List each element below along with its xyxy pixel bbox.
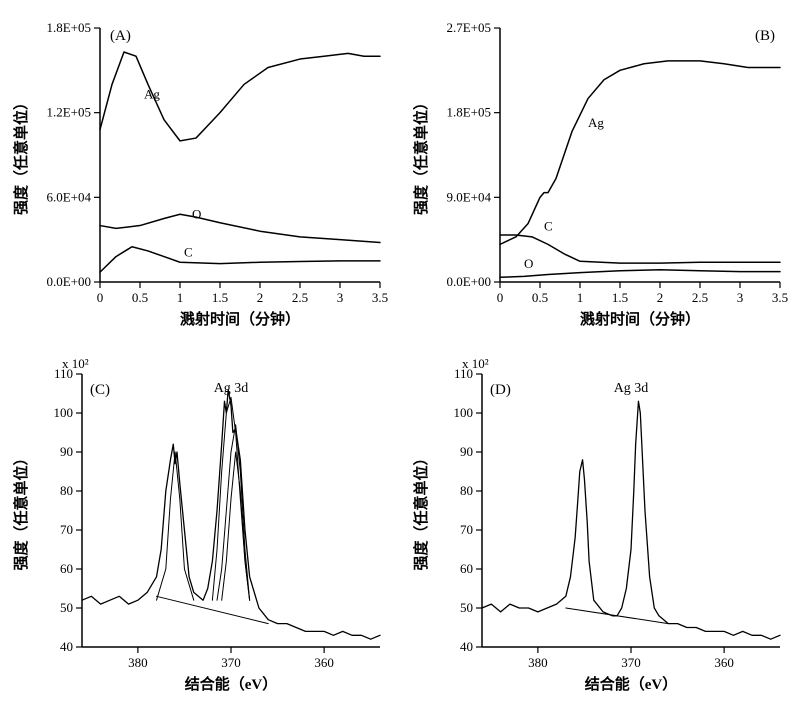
svg-text:(C): (C) (90, 382, 110, 398)
figure-grid: 0 0.5 1 1.5 2 2.5 3 3.5 0.0E+00 6.0E+04 1.2E+05 1.8… (10, 10, 790, 695)
svg-text:溅射时间（分钟）: 溅射时间（分钟） (180, 310, 300, 328)
svg-text:2.7E+05: 2.7E+05 (446, 20, 491, 35)
svg-text:1.8E+05: 1.8E+05 (446, 105, 491, 120)
svg-text:100: 100 (54, 405, 74, 420)
svg-text:70: 70 (460, 522, 473, 537)
svg-text:70: 70 (60, 522, 73, 537)
svg-text:9.0E+04: 9.0E+04 (446, 189, 491, 204)
svg-text:溅射时间（分钟）: 溅射时间（分钟） (580, 310, 700, 328)
svg-text:C: C (184, 245, 193, 260)
svg-text:2: 2 (257, 290, 264, 305)
svg-text:90: 90 (460, 444, 473, 459)
svg-text:强度（任意单位）: 强度（任意单位） (412, 95, 430, 215)
svg-text:370: 370 (621, 655, 641, 670)
svg-text:强度（任意单位）: 强度（任意单位） (12, 450, 30, 570)
svg-text:强度（任意单位）: 强度（任意单位） (412, 450, 430, 570)
svg-text:Ag: Ag (588, 115, 604, 130)
panel-a: 0 0.5 1 1.5 2 2.5 3 3.5 0.0E+00 6.0E+04 1.2E+05 1.8… (10, 10, 390, 330)
svg-text:1: 1 (177, 290, 184, 305)
svg-text:Ag: Ag (144, 87, 160, 102)
svg-text:40: 40 (60, 639, 73, 654)
svg-text:3: 3 (337, 290, 344, 305)
svg-text:1.5: 1.5 (612, 290, 628, 305)
svg-text:0.5: 0.5 (532, 290, 548, 305)
svg-text:0: 0 (97, 290, 104, 305)
panel-b: 0 0.5 1 1.5 2 2.5 3 3.5 0.0E+00 9.0E+04 1.8E+05 2.7… (410, 10, 790, 330)
svg-text:2.5: 2.5 (292, 290, 308, 305)
svg-text:370: 370 (221, 655, 241, 670)
svg-text:90: 90 (60, 444, 73, 459)
svg-text:0.0E+00: 0.0E+00 (446, 274, 491, 289)
svg-text:(D): (D) (490, 382, 511, 398)
svg-text:380: 380 (528, 655, 548, 670)
svg-text:360: 360 (314, 655, 334, 670)
svg-text:80: 80 (60, 483, 73, 498)
svg-text:380: 380 (128, 655, 148, 670)
svg-text:50: 50 (60, 600, 73, 615)
svg-text:3.5: 3.5 (772, 290, 788, 305)
svg-text:3: 3 (737, 290, 744, 305)
svg-text:3.5: 3.5 (372, 290, 388, 305)
panel-d: 380370360405060708090100110结合能（eV）强度（任意单… (410, 350, 790, 695)
svg-text:(B): (B) (755, 28, 775, 44)
svg-text:(A): (A) (110, 28, 131, 44)
svg-text:2.5: 2.5 (692, 290, 708, 305)
svg-text:6.0E+04: 6.0E+04 (46, 189, 91, 204)
svg-text:Ag 3d: Ag 3d (614, 381, 649, 396)
svg-text:0: 0 (497, 290, 504, 305)
svg-text:60: 60 (460, 561, 473, 576)
svg-text:40: 40 (460, 639, 473, 654)
svg-text:1.8E+05: 1.8E+05 (46, 20, 91, 35)
svg-text:Ag 3d: Ag 3d (214, 381, 249, 396)
svg-text:x 10²: x 10² (62, 356, 89, 371)
svg-text:50: 50 (460, 600, 473, 615)
svg-text:100: 100 (454, 405, 474, 420)
svg-text:x 10²: x 10² (462, 356, 489, 371)
svg-text:360: 360 (714, 655, 734, 670)
svg-text:80: 80 (460, 483, 473, 498)
svg-text:结合能（eV）: 结合能（eV） (185, 675, 278, 693)
svg-text:0.5: 0.5 (132, 290, 148, 305)
svg-text:60: 60 (60, 561, 73, 576)
svg-text:O: O (524, 256, 533, 271)
svg-text:0.0E+00: 0.0E+00 (46, 274, 91, 289)
svg-text:C: C (544, 218, 553, 233)
svg-text:1: 1 (577, 290, 584, 305)
panel-c: 380370360405060708090100110结合能（eV）强度（任意单… (10, 350, 390, 695)
svg-text:结合能（eV）: 结合能（eV） (585, 675, 678, 693)
svg-text:1.5: 1.5 (212, 290, 228, 305)
svg-text:强度（任意单位）: 强度（任意单位） (12, 95, 30, 215)
svg-text:2: 2 (657, 290, 664, 305)
svg-text:O: O (192, 207, 201, 222)
svg-text:1.2E+05: 1.2E+05 (46, 105, 91, 120)
